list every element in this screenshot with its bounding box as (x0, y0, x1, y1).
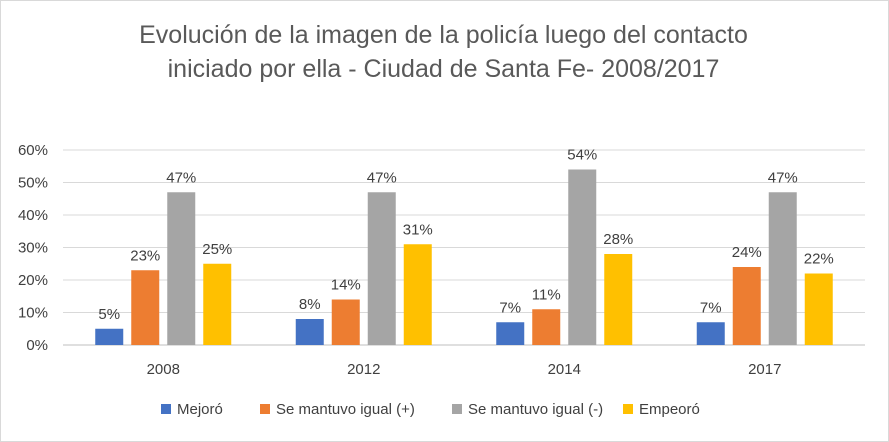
data-label-2017-series-0: 7% (700, 299, 722, 316)
bar-2012-series-0 (295, 319, 324, 345)
data-label-2017-series-1: 24% (732, 244, 762, 261)
bar-2012-series-1 (331, 299, 360, 345)
legend-label-2: Se mantuvo igual (-) (468, 401, 603, 418)
y-tick-label-1: 10% (18, 305, 48, 322)
bar-2014-series-2 (568, 169, 597, 345)
data-label-2008-series-0: 5% (98, 306, 120, 323)
data-label-2014-series-0: 7% (499, 299, 521, 316)
data-label-2012-series-2: 47% (367, 169, 397, 186)
chart-title-line-2: iniciado por ella - Ciudad de Santa Fe- … (167, 55, 720, 83)
legend-swatch-1 (260, 404, 270, 414)
y-tick-label-4: 40% (18, 207, 48, 224)
legend-label-3: Empeoró (639, 401, 700, 418)
data-label-2008-series-1: 23% (130, 247, 160, 264)
legend: Mejoró Se mantuvo igual (+) Se mantuvo igu… (161, 401, 700, 418)
legend-label-0: Mejoró (177, 401, 223, 418)
x-axis: 2008 2012 2014 2017 (147, 361, 782, 378)
data-label-2014-series-3: 28% (603, 231, 633, 248)
bar-2017-series-2 (768, 192, 797, 345)
data-label-2008-series-2: 47% (166, 169, 196, 186)
bar-2008-series-0 (95, 328, 124, 345)
bar-2014-series-0 (496, 322, 525, 345)
x-tick-label-2012: 2012 (347, 361, 380, 378)
legend-swatch-3 (623, 404, 633, 414)
bar-2008-series-3 (203, 263, 232, 345)
data-labels: 5% 23% 47% 25% 8% 14% 47% 31% 7% 11% 54% 28% 7% 24% 47… (98, 147, 833, 323)
data-label-2012-series-1: 14% (331, 277, 361, 294)
bar-2014-series-1 (532, 309, 561, 345)
bar-2012-series-3 (403, 244, 432, 345)
bars (95, 169, 833, 345)
bar-2017-series-1 (732, 267, 761, 345)
bar-2017-series-3 (804, 273, 833, 345)
chart-title: Evolución de la imagen de la policía lue… (0, 18, 887, 86)
data-label-2014-series-2: 54% (567, 147, 597, 164)
legend-label-1: Se mantuvo igual (+) (276, 401, 415, 418)
y-tick-label-0: 0% (26, 337, 48, 354)
data-label-2017-series-2: 47% (768, 169, 798, 186)
x-tick-label-2014: 2014 (548, 361, 581, 378)
bar-2014-series-3 (604, 254, 633, 345)
y-tick-label-2: 20% (18, 272, 48, 289)
data-label-2008-series-3: 25% (202, 241, 232, 258)
x-tick-label-2008: 2008 (147, 361, 180, 378)
legend-swatch-2 (452, 404, 462, 414)
y-tick-label-3: 30% (18, 240, 48, 257)
x-tick-label-2017: 2017 (748, 361, 781, 378)
legend-swatch-0 (161, 404, 171, 414)
bar-2008-series-1 (131, 270, 160, 345)
bar-2012-series-2 (367, 192, 396, 345)
y-tick-label-6: 60% (18, 142, 48, 159)
bar-2017-series-0 (696, 322, 725, 345)
chart-title-line-1: Evolución de la imagen de la policía lue… (139, 21, 748, 49)
bar-2008-series-2 (167, 192, 196, 345)
y-tick-label-5: 50% (18, 175, 48, 192)
data-label-2017-series-3: 22% (804, 251, 834, 268)
data-label-2012-series-0: 8% (299, 296, 321, 313)
data-label-2012-series-3: 31% (403, 221, 433, 238)
data-label-2014-series-1: 11% (532, 286, 561, 303)
gridlines (63, 149, 865, 346)
y-axis: 0% 10% 20% 30% 40% 50% 60% (18, 142, 48, 354)
